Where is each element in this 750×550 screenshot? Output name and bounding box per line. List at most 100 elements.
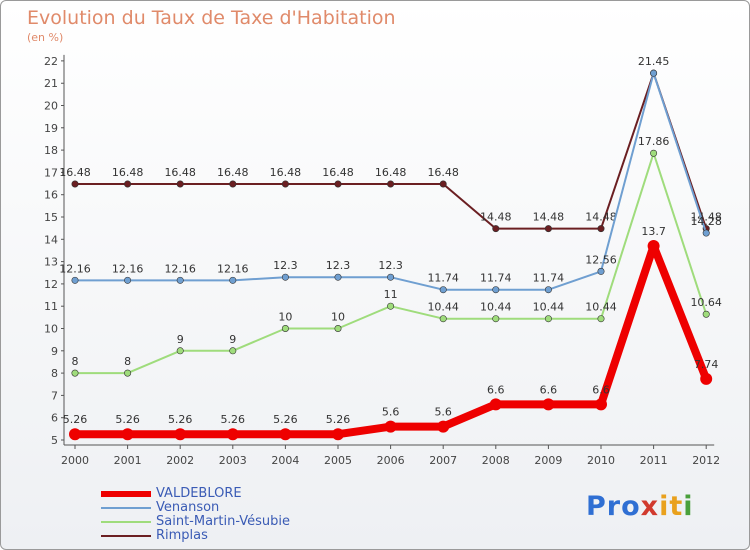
proxiti-logo: Proxiti	[586, 491, 694, 522]
data-label: 12.16	[112, 262, 144, 275]
data-point	[700, 372, 713, 385]
data-point	[279, 428, 292, 441]
x-tick-label: 2006	[377, 454, 405, 467]
y-tick-label: 18	[44, 144, 58, 157]
data-point	[492, 315, 500, 323]
x-tick-label: 2000	[61, 454, 89, 467]
data-label: 14.48	[480, 211, 512, 224]
legend-swatch-saint-martin	[101, 521, 151, 523]
data-label: 6.6	[487, 383, 505, 396]
data-point	[71, 276, 79, 284]
chart-title: Evolution du Taux de Taxe d'Habitation	[27, 7, 396, 29]
data-label: 12.3	[378, 259, 403, 272]
data-label: 17.86	[638, 135, 670, 148]
data-point	[334, 324, 342, 332]
x-tick-label: 2005	[324, 454, 352, 467]
data-label: 10.44	[427, 301, 459, 314]
y-tick-label: 19	[44, 122, 58, 135]
y-tick-label: 21	[44, 77, 58, 90]
data-label: 16.48	[427, 166, 459, 179]
data-label: 7.74	[694, 358, 719, 371]
data-label: 10.64	[690, 296, 722, 309]
x-tick-label: 2003	[219, 454, 247, 467]
y-tick-label: 10	[44, 323, 58, 336]
data-label: 13.7	[641, 225, 666, 238]
data-label: 8	[72, 355, 79, 368]
data-label: 10.44	[480, 301, 512, 314]
data-point	[281, 180, 289, 188]
legend-label-rimplas: Rimplas	[156, 528, 208, 543]
data-point	[597, 267, 605, 275]
data-point	[332, 428, 344, 441]
data-label: 5.26	[221, 413, 246, 426]
data-point	[124, 180, 132, 188]
data-label: 12.3	[273, 259, 298, 272]
data-point	[69, 428, 81, 441]
x-tick-label: 2001	[114, 454, 142, 467]
data-label: 14.28	[690, 215, 722, 228]
y-tick-label: 9	[51, 345, 58, 358]
x-tick-label: 2011	[640, 454, 668, 467]
data-point	[595, 398, 607, 411]
data-label: 5.26	[115, 413, 140, 426]
x-tick-label: 2010	[587, 454, 615, 467]
y-tick-label: 5	[51, 434, 58, 447]
data-label: 10	[278, 311, 292, 324]
data-label: 16.48	[164, 166, 196, 179]
data-label: 14.48	[585, 211, 617, 224]
data-point	[281, 324, 289, 332]
data-label: 16.48	[217, 166, 249, 179]
data-label: 12.56	[585, 253, 617, 266]
data-label: 5.26	[63, 413, 88, 426]
legend-swatch-rimplas	[101, 535, 151, 537]
data-label: 10.44	[585, 301, 617, 314]
data-point	[124, 369, 132, 377]
data-label: 11.74	[480, 272, 512, 285]
data-point	[71, 180, 79, 188]
y-tick-label: 6	[51, 412, 58, 425]
data-point	[544, 286, 552, 294]
data-point	[387, 180, 395, 188]
data-point	[334, 180, 342, 188]
data-point	[281, 273, 289, 281]
legend-swatch-venanson	[101, 507, 151, 509]
x-tick-label: 2007	[429, 454, 457, 467]
y-tick-label: 15	[44, 211, 58, 224]
data-point	[229, 347, 237, 355]
legend-label-saint-martin: Saint-Martin-Vésubie	[156, 514, 291, 529]
data-point	[544, 315, 552, 323]
data-label: 14.48	[690, 211, 722, 224]
data-point	[121, 428, 134, 441]
data-point	[702, 310, 710, 318]
legend-swatch-valdeblore	[101, 491, 151, 497]
data-label: 14.48	[533, 211, 565, 224]
data-label: 9	[229, 333, 236, 346]
data-label: 21.45	[638, 55, 670, 68]
data-point	[489, 398, 502, 411]
data-label: 9	[177, 333, 184, 346]
data-label: 12.3	[326, 259, 351, 272]
data-point	[334, 273, 342, 281]
y-tick-label: 13	[44, 256, 58, 269]
y-tick-label: 22	[44, 55, 58, 68]
legend-label-valdeblore: VALDEBLORE	[156, 486, 242, 501]
data-label: 6.6	[592, 383, 610, 396]
y-tick-label: 12	[44, 278, 58, 291]
y-tick-label: 7	[51, 389, 58, 402]
data-point	[492, 286, 500, 294]
data-point	[439, 315, 447, 323]
data-label: 5.6	[382, 406, 400, 419]
y-tick-label: 14	[44, 233, 58, 246]
chart-subtitle: (en %)	[27, 31, 64, 44]
data-point	[544, 225, 552, 233]
data-point	[124, 276, 132, 284]
data-point	[597, 315, 605, 323]
data-point	[439, 286, 447, 294]
data-point	[387, 302, 395, 310]
y-tick-label: 16	[44, 189, 58, 202]
data-point	[650, 149, 658, 157]
y-tick-label: 17	[44, 166, 58, 179]
data-point	[176, 276, 184, 284]
data-label: 8	[124, 355, 131, 368]
data-point	[71, 369, 79, 377]
